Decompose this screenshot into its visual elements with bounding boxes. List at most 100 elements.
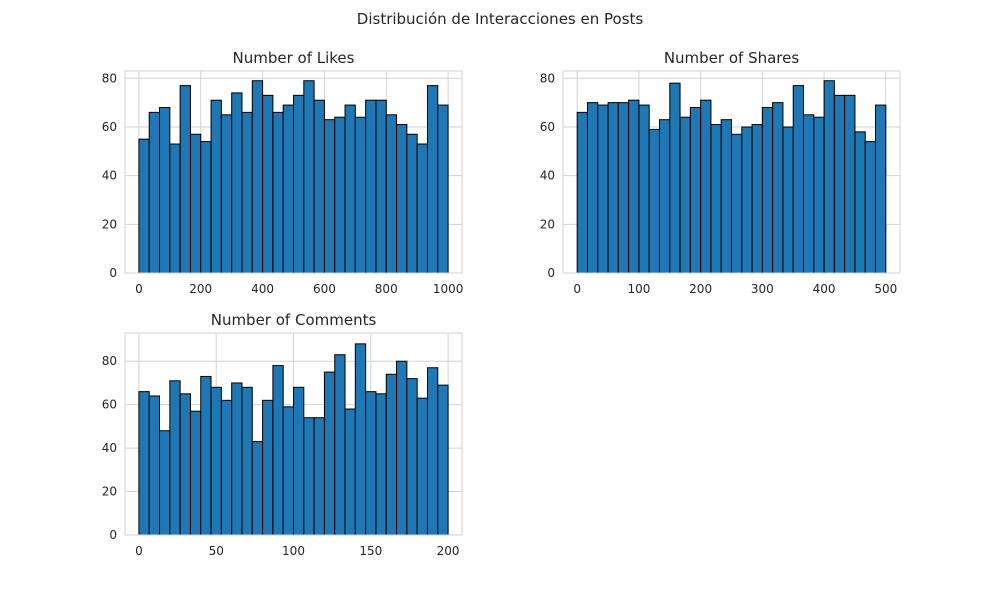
likes-bar-25 (396, 124, 408, 274)
comments-x-tick-label: 50 (209, 544, 224, 558)
comments-y-tick-label: 0 (109, 528, 117, 542)
shares-bar-22 (803, 114, 815, 274)
figure-title: Distribución de Interacciones en Posts (357, 10, 644, 28)
comments-y-tick-label: 60 (102, 398, 117, 412)
comments-bar-3 (169, 380, 181, 536)
likes-bar-21 (354, 116, 367, 274)
likes-bar-14 (282, 104, 294, 274)
comments-bar-4 (179, 393, 191, 536)
likes-bar-1 (148, 111, 161, 274)
likes-chart-title: Number of Likes (233, 49, 355, 67)
shares-bar-4 (617, 102, 630, 274)
likes-bar-28 (426, 85, 439, 274)
comments-bar-12 (262, 399, 274, 536)
likes-bar-0 (138, 138, 150, 274)
likes-bar-8 (220, 114, 233, 274)
likes-bar-18 (323, 119, 336, 274)
comments-bar-18 (323, 371, 336, 536)
likes-x-tick-label: 0 (135, 282, 143, 296)
shares-y-tick-label: 80 (540, 71, 555, 85)
comments-bar-25 (396, 360, 408, 536)
comments-bar-14 (282, 406, 294, 536)
shares-bar-9 (669, 82, 681, 274)
shares-y-tick-label: 60 (540, 120, 555, 134)
likes-x-tick-label: 400 (251, 282, 274, 296)
comments-bar-29 (437, 384, 449, 536)
shares-bar-21 (792, 85, 805, 274)
likes-x-tick-label: 800 (375, 282, 398, 296)
comments-bar-21 (354, 343, 367, 536)
comments-x-tick-label: 100 (282, 544, 305, 558)
shares-x-tick-label: 300 (751, 282, 774, 296)
comments-bar-15 (293, 386, 305, 536)
comments-bar-8 (220, 399, 233, 536)
likes-bar-22 (365, 99, 377, 274)
likes-bar-19 (334, 116, 346, 274)
comments-chart-title: Number of Comments (211, 311, 377, 329)
shares-y-tick-label: 0 (547, 266, 555, 280)
comments-bar-22 (365, 391, 377, 536)
comments-histogram: 0 50 100 150 200 0 20 40 60 80 Number of Comments (102, 311, 463, 558)
shares-bar-23 (813, 116, 825, 274)
shares-bar-2 (597, 104, 609, 274)
shares-chart-title: Number of Shares (664, 49, 800, 67)
comments-bar-28 (426, 367, 439, 536)
comments-plot-frame (124, 332, 463, 536)
shares-bar-29 (875, 104, 887, 274)
shares-bar-10 (679, 116, 691, 274)
shares-bar-1 (586, 102, 599, 274)
comments-bar-17 (313, 417, 325, 536)
comments-bar-0 (138, 391, 150, 536)
likes-bar-5 (189, 133, 202, 274)
comments-x-tick-label: 150 (359, 544, 382, 558)
shares-bar-15 (731, 133, 743, 274)
likes-bar-17 (313, 99, 325, 274)
comments-bar-5 (189, 410, 202, 536)
shares-x-tick-label: 400 (813, 282, 836, 296)
comments-bar-1 (148, 395, 161, 536)
shares-bar-13 (710, 124, 722, 274)
shares-bar-25 (833, 94, 846, 274)
comments-bar-11 (251, 441, 264, 536)
likes-bar-20 (344, 104, 356, 274)
comments-bar-24 (385, 373, 398, 536)
comments-bar-20 (344, 408, 356, 536)
shares-bar-8 (658, 119, 671, 274)
shares-x-tick-label: 500 (874, 282, 897, 296)
likes-y-tick-label: 60 (102, 120, 117, 134)
comments-bar-2 (159, 430, 171, 536)
likes-bar-24 (385, 114, 398, 274)
likes-x-tick-label: 1000 (433, 282, 464, 296)
comments-bar-27 (416, 397, 428, 536)
shares-bar-3 (607, 102, 619, 274)
likes-y-tick-label: 80 (102, 71, 117, 85)
shares-bar-7 (648, 128, 660, 274)
likes-bar-9 (231, 92, 243, 274)
likes-bar-4 (179, 85, 191, 274)
shares-bar-19 (772, 102, 784, 274)
comments-bar-23 (375, 393, 387, 536)
likes-bar-16 (303, 80, 315, 274)
likes-y-tick-label: 20 (102, 217, 117, 231)
likes-y-tick-label: 40 (102, 169, 117, 183)
shares-x-tick-label: 200 (689, 282, 712, 296)
likes-bar-7 (210, 99, 222, 274)
comments-bar-13 (272, 365, 284, 536)
shares-bar-18 (761, 107, 774, 274)
likes-histogram: 0 200 400 600 800 1000 0 20 40 60 80 Number of Like… (102, 49, 464, 296)
shares-bar-16 (741, 126, 753, 274)
comments-bar-9 (231, 382, 243, 536)
shares-bar-27 (854, 131, 866, 274)
shares-x-tick-label: 100 (627, 282, 650, 296)
likes-bar-12 (262, 94, 274, 274)
likes-bar-29 (437, 104, 449, 274)
shares-bar-14 (720, 119, 733, 274)
comments-x-tick-label: 0 (135, 544, 143, 558)
shares-plot-frame (562, 70, 901, 274)
shares-bar-24 (823, 80, 835, 274)
shares-x-tick-label: 0 (573, 282, 581, 296)
comments-bar-19 (334, 354, 346, 536)
shares-bar-5 (628, 99, 640, 274)
comments-bar-10 (241, 386, 253, 536)
